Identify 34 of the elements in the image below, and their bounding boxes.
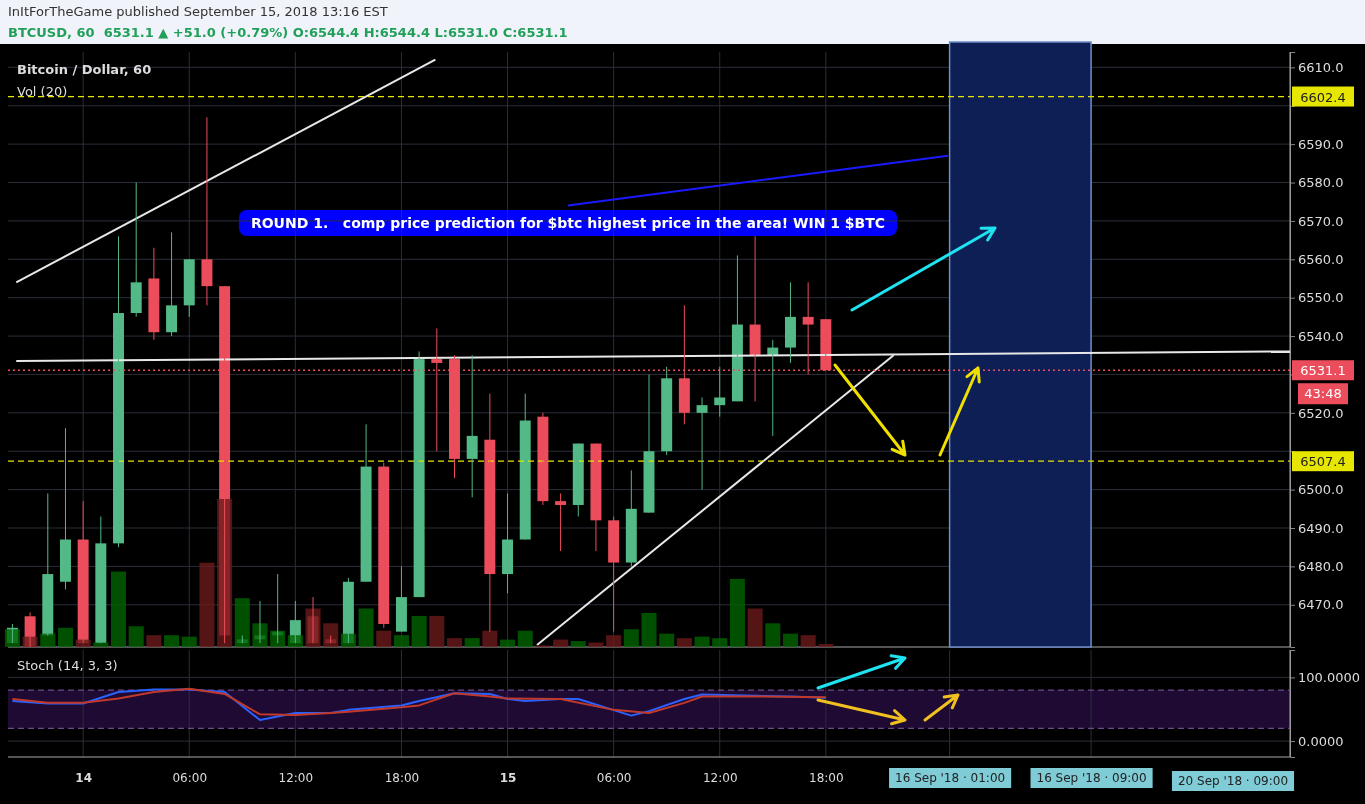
- y-tick-label: 6610.0: [1298, 60, 1344, 76]
- x-tick-label: 18:00: [809, 771, 844, 785]
- x-tick-label: 16 Sep '18 · 01:00: [895, 771, 1006, 785]
- x-tick-label: 06:00: [172, 771, 208, 785]
- y-tick-label: 6550.0: [1298, 290, 1344, 306]
- x-tick-label: 14: [75, 771, 92, 785]
- x-tick-label: 06:00: [596, 771, 632, 785]
- y-tick-label: 6500.0: [1298, 482, 1344, 498]
- y-tick-label: 100.0000: [1298, 670, 1361, 686]
- text: BTCUSD, 60 6531.1 ▲ +51.0 (+0.79%) O:6544.4 H:6544.4 L:6531.0 C:6531.1: [8, 25, 568, 40]
- text: Bitcoin / Dollar, 60: [17, 62, 152, 77]
- x-tick-label: 12:00: [702, 771, 738, 785]
- y-tick-label: 6570.0: [1298, 213, 1344, 229]
- text: InItForTheGame published September 15, 2018 13:16 EST: [8, 4, 388, 19]
- x-tick-label: 16 Sep '18 · 09:00: [1036, 771, 1147, 785]
- ref-line-label: 6507.4: [1300, 454, 1346, 470]
- text: 43:48: [1304, 386, 1342, 402]
- y-tick-label: 6540.0: [1298, 328, 1344, 344]
- x-tick-label: 15: [499, 771, 517, 785]
- text: 20 Sep '18 · 09:00: [1177, 774, 1289, 788]
- x-tick-label: 18:00: [384, 771, 420, 785]
- y-tick-label: 6480.0: [1298, 559, 1344, 575]
- chart-title: Vol (20): [17, 84, 68, 99]
- y-tick-label: 6520.0: [1298, 405, 1344, 421]
- text: Stoch (14, 3, 3): [17, 658, 118, 673]
- y-tick-label: 6590.0: [1298, 136, 1344, 152]
- y-tick-label: 6580.0: [1298, 175, 1344, 191]
- y-tick-label: 6470.0: [1298, 597, 1344, 613]
- y-tick-label: 6560.0: [1298, 251, 1344, 267]
- x-tick-label: 12:00: [278, 771, 314, 785]
- ref-line-label: 6531.1: [1300, 363, 1346, 379]
- y-tick-label: 0.0000: [1298, 733, 1344, 749]
- ref-line-label: 6602.4: [1300, 89, 1346, 105]
- y-tick-label: 6490.0: [1298, 520, 1344, 536]
